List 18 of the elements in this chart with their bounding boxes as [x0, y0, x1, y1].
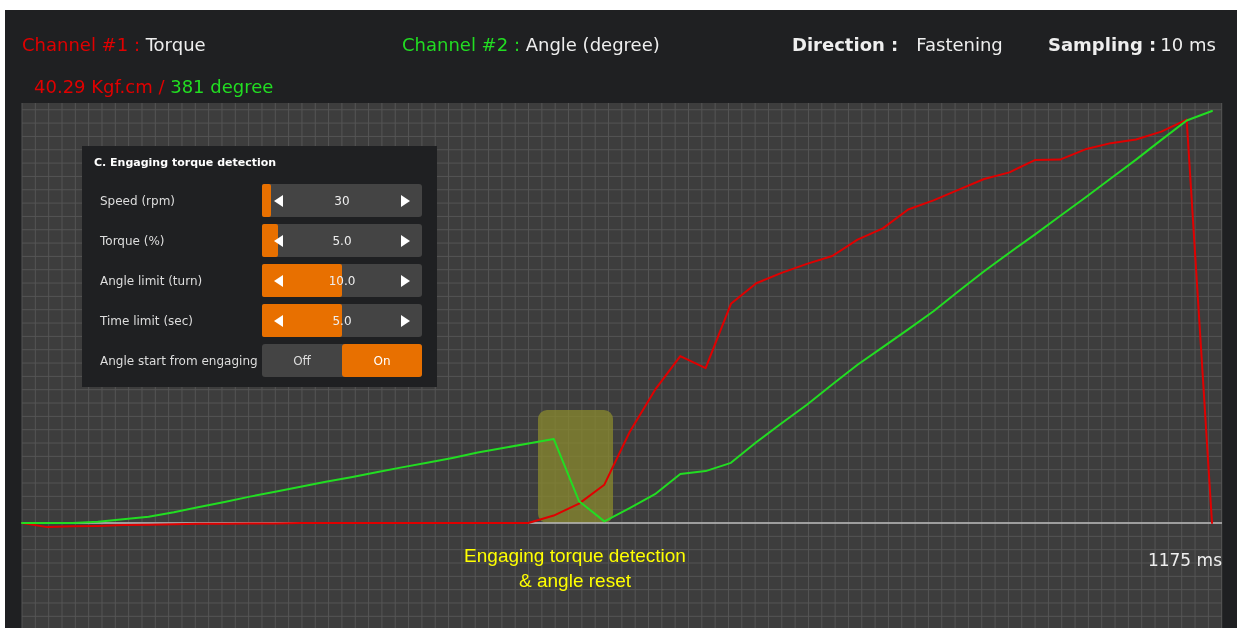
text: 1175 ms [1147, 550, 1223, 570]
annotation: Off [293, 354, 312, 368]
annotation: Speed (rpm) [100, 194, 176, 208]
text: Direction : Fastening [792, 34, 1003, 55]
chart-subtitle: 40.29 Kgf.cm / 381 degree [34, 76, 274, 97]
annotation: On [373, 354, 391, 368]
annotation: Angle start from engaging [100, 354, 258, 368]
text: Sampling : 10 ms [1048, 34, 1216, 55]
annotation: 30 [334, 194, 350, 208]
annotation: Torque (%) [99, 234, 165, 248]
annotation: Time limit (sec) [99, 314, 193, 328]
annotation: C. Engaging torque detection [94, 156, 277, 169]
text: Channel #2 : Angle (degree) [402, 34, 660, 55]
text: Channel #1 : Torque [22, 34, 206, 55]
text: Engaging torque detection & angle reset [464, 545, 686, 591]
annotation: 5.0 [332, 314, 352, 328]
annotation: Angle limit (turn) [100, 274, 203, 288]
annotation: 5.0 [332, 234, 352, 248]
